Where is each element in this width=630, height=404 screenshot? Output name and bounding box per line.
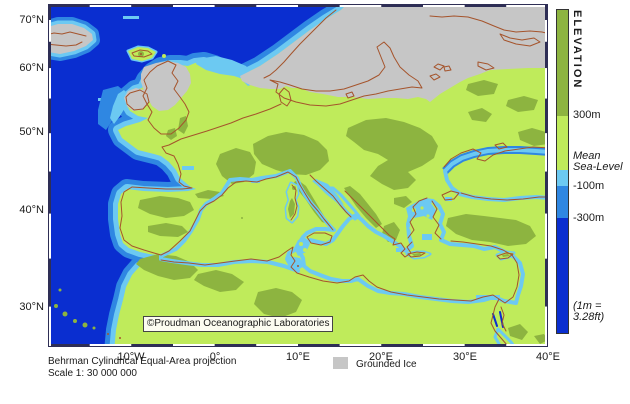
- frame-segment: [545, 213, 548, 259]
- colorbar-label-300m: 300m: [573, 109, 601, 121]
- colorbar-seg-lowland: [557, 116, 568, 170]
- frame-segment: [545, 258, 548, 307]
- british-ice-cap: [141, 61, 191, 111]
- black-sea: [442, 146, 548, 202]
- frame-segment: [298, 4, 340, 7]
- frame-segment: [423, 344, 465, 347]
- lat-label-50n: 50°N: [19, 126, 44, 138]
- frame-segment: [48, 344, 90, 347]
- grounded-ice-label: Grounded Ice: [356, 359, 417, 370]
- aegean-islets: [409, 206, 444, 249]
- ice-sheets: [48, 4, 548, 111]
- frame-segment: [131, 4, 173, 7]
- modern-coastline-contours: [48, 9, 548, 346]
- frame-segment: [48, 213, 51, 259]
- lon-label-20e: 20°E: [369, 351, 393, 363]
- frame-segment: [464, 4, 507, 7]
- frame-segment: [173, 4, 215, 7]
- scandinavian-ice-sheet: [240, 4, 548, 102]
- projection-note: Behrman Cylindrical Equal-Area projectio…: [48, 356, 237, 367]
- frame-segment: [545, 41, 548, 69]
- frame-segment: [173, 344, 215, 347]
- copyright-box: ©Proudman Oceanographic Laboratories: [143, 316, 334, 332]
- frame-segment: [381, 4, 423, 7]
- map-frame: [48, 4, 548, 347]
- frame-segment: [48, 41, 51, 69]
- iceland-ice: [48, 17, 100, 61]
- frame-segment: [48, 20, 51, 42]
- sicily-strait-islets: [299, 242, 322, 252]
- frame-segment: [131, 344, 173, 347]
- lat-label-70n: 70°N: [19, 14, 44, 26]
- mediterranean-east: [297, 198, 525, 305]
- frame-segment: [256, 344, 298, 347]
- scale-note: Scale 1: 30 000 000: [48, 368, 137, 379]
- irish-ice-cap: [124, 88, 149, 111]
- frame-segment: [381, 344, 423, 347]
- europe-elevation-map: [48, 4, 548, 347]
- map-frame-outline: [48, 4, 548, 347]
- frame-segment: [214, 4, 257, 7]
- frame-segment: [48, 4, 90, 7]
- frame-segment: [545, 171, 548, 214]
- frame-segment: [545, 98, 548, 134]
- colorbar-unit-note: (1m = 3.28ft): [573, 300, 605, 323]
- frame-segment: [89, 344, 132, 347]
- frame-segment: [48, 68, 51, 99]
- colorbar-label-minus100m: -100m: [573, 180, 605, 192]
- balearic-islands: [232, 212, 253, 223]
- elevation-colorbar: [556, 9, 569, 334]
- frame-segment: [506, 344, 548, 347]
- lon-label-0: 0°: [209, 351, 221, 363]
- frame-segment: [506, 4, 548, 7]
- colorbar-seg-upland: [557, 10, 568, 116]
- frame-segment: [89, 4, 132, 7]
- colorbar-label-mean-sea-level: Mean Sea-Level: [573, 150, 623, 173]
- lon-label-40e: 40°E: [536, 351, 560, 363]
- frame-segment: [545, 68, 548, 99]
- frame-segment: [48, 98, 51, 134]
- lat-label-60n: 60°N: [19, 62, 44, 74]
- frame-segment: [256, 4, 298, 7]
- lon-label-10w: 10°W: [117, 351, 145, 363]
- lat-label-40n: 40°N: [19, 204, 44, 216]
- frame-segment: [545, 306, 548, 347]
- frame-segment: [214, 344, 257, 347]
- frame-segment: [545, 20, 548, 42]
- frame-segment: [464, 344, 507, 347]
- frame-segment: [339, 344, 382, 347]
- colorbar-title: ELEVATION: [571, 10, 583, 90]
- lon-label-10e: 10°E: [286, 351, 310, 363]
- colorbar-seg-deep: [557, 218, 568, 333]
- frame-segment: [48, 133, 51, 172]
- canary-madeira-islands: [54, 288, 96, 330]
- frame-segment: [48, 171, 51, 214]
- frame-segment: [48, 306, 51, 347]
- frame-segment: [545, 133, 548, 172]
- frame-segment: [298, 344, 340, 347]
- colorbar-seg-mid: [557, 186, 568, 218]
- frame-segment: [423, 4, 465, 7]
- frame-segment: [48, 4, 51, 20]
- lon-label-30e: 30°E: [453, 351, 477, 363]
- frame-segment: [545, 4, 548, 20]
- colorbar-label-minus300m: -300m: [573, 212, 605, 224]
- grounded-ice-swatch: [333, 357, 348, 369]
- lat-label-30n: 30°N: [19, 301, 44, 313]
- colorbar-seg-shallow: [557, 170, 568, 186]
- frame-segment: [339, 4, 382, 7]
- frame-segment: [48, 258, 51, 307]
